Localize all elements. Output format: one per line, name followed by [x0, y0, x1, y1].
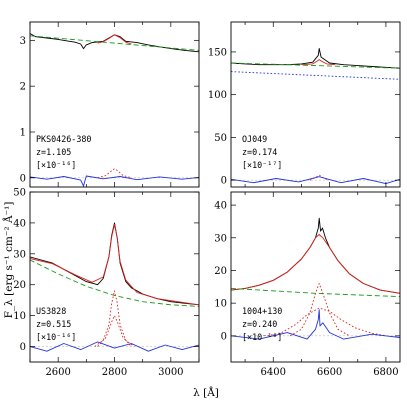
y-tick-label: 0 — [221, 331, 227, 342]
series-residual — [231, 176, 400, 185]
redshift-label: z=0.174 — [242, 147, 277, 157]
redshift-label: z=0.515 — [36, 319, 71, 329]
y-tick-label: 1 — [20, 128, 26, 139]
series-residual — [30, 341, 199, 352]
series-continuum — [231, 62, 400, 69]
y-tick-label: 20 — [13, 280, 26, 291]
x-axis-title: λ [Å] — [193, 385, 219, 399]
y-tick-label: 50 — [214, 133, 227, 144]
series-continuum — [30, 259, 199, 307]
y-tick-label: 30 — [214, 233, 227, 244]
object-name: US3828 — [36, 306, 66, 316]
panel-frame — [230, 21, 401, 188]
series-model — [231, 234, 400, 294]
y-tick-label: 20 — [214, 266, 227, 277]
y-tick-label: 50 — [13, 188, 26, 199]
y-tick-label: 0 — [221, 176, 227, 187]
x-tick-label: 2600 — [45, 367, 70, 378]
redshift-label: z=1.105 — [36, 147, 71, 157]
scale-label: [×10⁻¹⁶] — [36, 332, 76, 342]
panel-frame — [230, 191, 401, 363]
series-continuum — [30, 35, 199, 51]
scale-label: [×10⁻¹⁷] — [242, 160, 282, 170]
panel-oj049: OJ049 z=0.174 [×10⁻¹⁷] 0 50 100 150 — [208, 21, 401, 188]
y-tick-label: 40 — [214, 201, 227, 212]
y-tick-label: 0 — [20, 342, 26, 353]
series-observed — [231, 48, 400, 69]
series-line-component — [97, 315, 132, 347]
object-name: 1004+130 — [242, 306, 282, 316]
series-model — [30, 224, 199, 306]
panel-us3828: US3828 z=0.515 [×10⁻¹⁶] 0 10 20 30 40 50 2600 2… — [13, 188, 200, 378]
x-tick-label: 2800 — [102, 367, 127, 378]
y-tick-label: 3 — [20, 36, 26, 47]
x-tick-label: 6400 — [261, 367, 286, 378]
x-tick-label: 6800 — [373, 367, 398, 378]
object-name: PKS0426-380 — [36, 134, 91, 144]
series-model — [301, 59, 336, 66]
series-line-component — [289, 283, 350, 337]
y-tick-label: 10 — [13, 311, 26, 322]
object-name: OJ049 — [242, 134, 267, 144]
y-axis-title: F_λ [erg s⁻¹ cm⁻² Å⁻¹] — [1, 202, 15, 319]
y-tick-label: 2 — [20, 82, 26, 93]
panel-pks0426: PKS0426-380 z=1.105 [×10⁻¹⁶] 0 1 2 3 — [20, 21, 200, 188]
series-residual — [231, 309, 400, 340]
y-tick-label: 150 — [208, 47, 227, 58]
series-host-component — [231, 71, 400, 80]
x-tick-label: 3000 — [158, 367, 183, 378]
y-tick-label: 40 — [13, 218, 26, 229]
series-line-component — [94, 290, 135, 347]
y-tick-label: 0 — [20, 173, 26, 184]
redshift-label: z=0.240 — [242, 319, 277, 329]
panel-1004-130: 1004+130 z=0.240 [×10⁻¹⁶] 0 10 20 30 40 6400 6… — [214, 191, 401, 378]
y-tick-label: 100 — [208, 90, 227, 101]
series-line-component — [97, 168, 132, 179]
y-tick-label: 30 — [13, 249, 26, 260]
scale-label: [×10⁻¹⁶] — [36, 160, 76, 170]
series-residual — [30, 175, 199, 187]
y-tick-label: 10 — [214, 299, 227, 310]
scale-label: [×10⁻¹⁶] — [242, 332, 282, 342]
series-line-component — [267, 307, 386, 337]
x-tick-label: 6600 — [317, 367, 342, 378]
